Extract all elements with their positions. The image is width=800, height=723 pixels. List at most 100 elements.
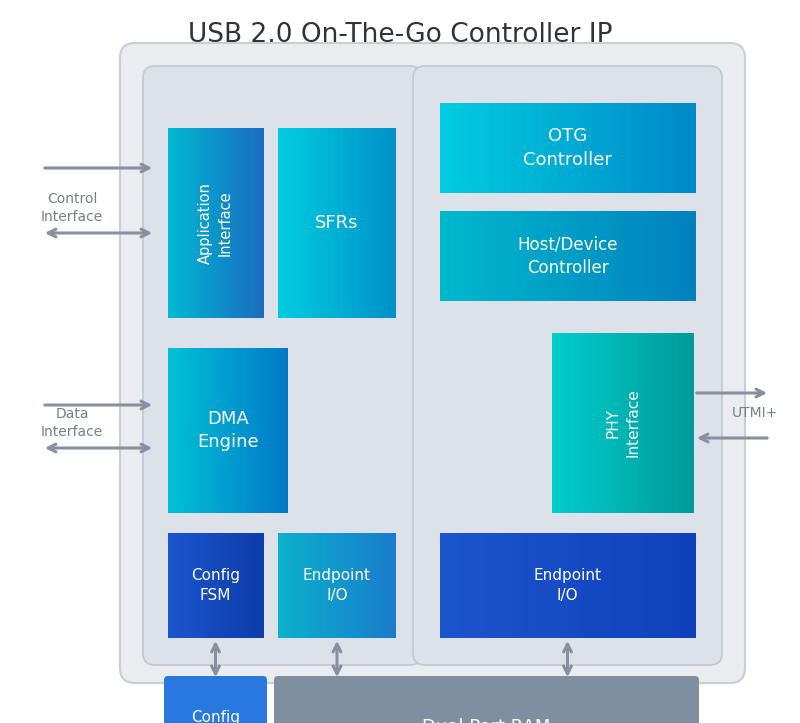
Bar bbox=[676, 103, 682, 193]
Bar bbox=[390, 533, 394, 638]
Bar bbox=[670, 533, 676, 638]
Text: Application
Interface: Application Interface bbox=[198, 182, 233, 264]
Bar bbox=[562, 333, 566, 513]
Bar bbox=[657, 103, 664, 193]
Bar bbox=[239, 533, 242, 638]
Bar bbox=[246, 348, 250, 513]
Bar bbox=[542, 103, 549, 193]
Text: Host/Device
Controller: Host/Device Controller bbox=[518, 235, 618, 277]
Bar bbox=[218, 533, 221, 638]
Bar bbox=[258, 348, 262, 513]
Bar bbox=[580, 211, 587, 301]
Bar bbox=[676, 533, 682, 638]
Bar bbox=[180, 348, 183, 513]
Bar bbox=[340, 533, 343, 638]
Bar bbox=[504, 103, 510, 193]
Bar bbox=[171, 348, 174, 513]
Bar bbox=[542, 533, 549, 638]
Bar bbox=[491, 103, 498, 193]
Bar bbox=[387, 128, 390, 318]
Bar bbox=[216, 348, 219, 513]
Text: SFRs: SFRs bbox=[315, 214, 358, 232]
Bar bbox=[190, 128, 192, 318]
Bar bbox=[574, 211, 581, 301]
Bar bbox=[567, 533, 574, 638]
Bar bbox=[510, 533, 517, 638]
Bar bbox=[225, 533, 228, 638]
Bar bbox=[249, 128, 252, 318]
Bar bbox=[682, 103, 689, 193]
Bar bbox=[178, 128, 180, 318]
Bar bbox=[517, 533, 523, 638]
Bar bbox=[631, 533, 638, 638]
Bar bbox=[328, 533, 331, 638]
Bar bbox=[625, 211, 632, 301]
Bar bbox=[687, 333, 691, 513]
Bar bbox=[187, 533, 190, 638]
Bar bbox=[517, 211, 523, 301]
Bar bbox=[186, 348, 190, 513]
Bar bbox=[393, 533, 397, 638]
Bar bbox=[663, 211, 670, 301]
Bar bbox=[293, 128, 296, 318]
Bar bbox=[446, 103, 454, 193]
Bar bbox=[210, 348, 214, 513]
Bar bbox=[536, 103, 542, 193]
Bar bbox=[561, 211, 568, 301]
Bar bbox=[609, 333, 613, 513]
FancyBboxPatch shape bbox=[413, 66, 722, 665]
Bar bbox=[440, 103, 447, 193]
Bar bbox=[366, 533, 370, 638]
Bar bbox=[251, 533, 254, 638]
Bar bbox=[232, 128, 235, 318]
Bar bbox=[472, 533, 478, 638]
Bar bbox=[612, 103, 619, 193]
Bar bbox=[199, 128, 202, 318]
Bar bbox=[548, 533, 555, 638]
Bar bbox=[168, 128, 171, 318]
Bar bbox=[554, 211, 562, 301]
Bar bbox=[354, 128, 358, 318]
Bar bbox=[293, 533, 296, 638]
Bar bbox=[207, 348, 210, 513]
Bar bbox=[192, 533, 194, 638]
Bar bbox=[278, 533, 282, 638]
Bar bbox=[199, 533, 202, 638]
Bar bbox=[618, 103, 626, 193]
Bar bbox=[222, 533, 226, 638]
Bar bbox=[536, 533, 542, 638]
Bar bbox=[234, 533, 238, 638]
Bar bbox=[625, 533, 632, 638]
Bar bbox=[337, 128, 341, 318]
Bar bbox=[586, 211, 594, 301]
Bar bbox=[363, 128, 367, 318]
Bar bbox=[256, 533, 258, 638]
Text: OTG
Controller: OTG Controller bbox=[523, 127, 612, 168]
Bar bbox=[170, 128, 174, 318]
Bar bbox=[322, 533, 326, 638]
Bar bbox=[234, 348, 238, 513]
FancyBboxPatch shape bbox=[120, 43, 745, 683]
Text: Config
FSM: Config FSM bbox=[191, 568, 240, 603]
Bar bbox=[316, 533, 320, 638]
Bar bbox=[206, 128, 209, 318]
Bar bbox=[554, 533, 562, 638]
Bar bbox=[358, 128, 361, 318]
Bar bbox=[261, 128, 263, 318]
Bar bbox=[523, 103, 530, 193]
Bar bbox=[459, 211, 466, 301]
Bar bbox=[284, 533, 287, 638]
Bar bbox=[237, 348, 241, 513]
Bar bbox=[213, 348, 217, 513]
Bar bbox=[574, 533, 581, 638]
Bar bbox=[302, 533, 305, 638]
Bar bbox=[673, 333, 677, 513]
Text: Dual Port RAM: Dual Port RAM bbox=[422, 719, 550, 723]
Text: Endpoint
I/O: Endpoint I/O bbox=[534, 568, 602, 603]
Bar bbox=[170, 533, 174, 638]
Bar bbox=[631, 211, 638, 301]
Bar bbox=[530, 103, 536, 193]
Bar bbox=[204, 533, 206, 638]
Bar bbox=[213, 533, 216, 638]
Bar bbox=[180, 128, 182, 318]
